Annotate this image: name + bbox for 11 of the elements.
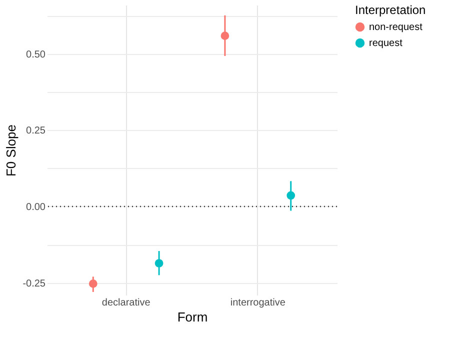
y-axis-title: F0 Slope [4,124,19,177]
legend-label: non-request [369,22,423,33]
y-tick-label: -0.25 [22,278,46,290]
y-tick-label: 0.25 [26,126,46,137]
x-tick-label: declarative [102,298,151,308]
x-axis-title: Form [177,310,208,324]
x-tick-label: interrogative [230,298,286,308]
y-tick-label: 0.00 [26,202,46,213]
legend-label: request [369,38,403,49]
y-tick-label: 0.50 [26,49,46,60]
legend-title: Interpretation [355,3,426,17]
